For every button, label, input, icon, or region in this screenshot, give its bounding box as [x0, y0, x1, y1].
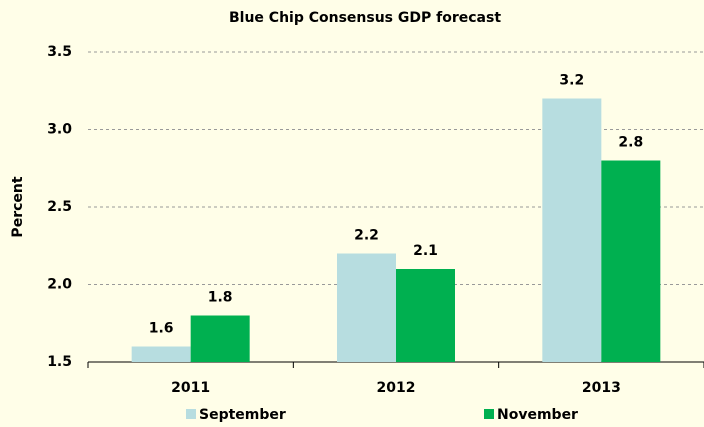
- data-label: 3.2: [559, 73, 584, 89]
- chart-title: Blue Chip Consensus GDP forecast: [229, 10, 501, 26]
- bar: [337, 253, 396, 362]
- x-tick-label: 2013: [582, 380, 621, 396]
- bar: [190, 315, 250, 362]
- y-tick-label: 1.5: [47, 354, 72, 370]
- y-tick-label: 2.5: [47, 199, 72, 215]
- x-tick-label: 2012: [377, 380, 416, 396]
- bar: [131, 346, 191, 362]
- bar: [542, 98, 602, 362]
- data-label: 1.8: [208, 290, 233, 306]
- legend-label: November: [497, 407, 578, 423]
- y-tick-label: 3.0: [47, 122, 72, 138]
- data-label: 2.2: [354, 228, 379, 244]
- data-label: 2.8: [618, 135, 643, 151]
- y-tick-label: 3.5: [47, 44, 72, 60]
- y-tick-label: 2.0: [47, 277, 72, 293]
- bar: [601, 160, 661, 362]
- data-label: 2.1: [413, 243, 438, 259]
- legend-swatch: [186, 409, 196, 419]
- legend-swatch: [484, 409, 494, 419]
- y-axis-label: Percent: [10, 176, 26, 237]
- bar: [396, 269, 455, 362]
- x-tick-label: 2011: [171, 380, 210, 396]
- legend-label: September: [199, 407, 286, 423]
- data-label: 1.6: [149, 321, 174, 337]
